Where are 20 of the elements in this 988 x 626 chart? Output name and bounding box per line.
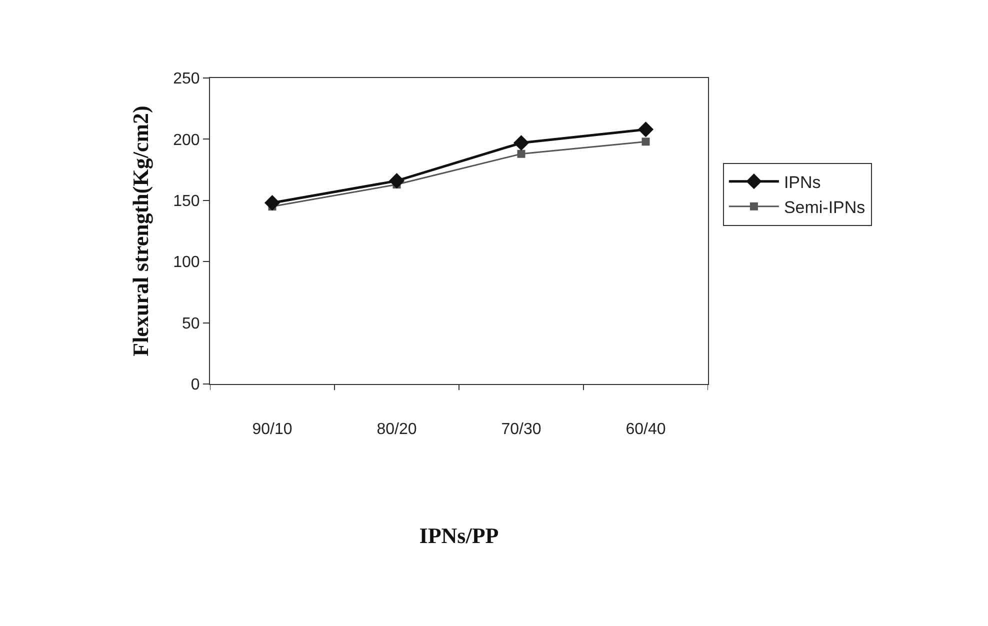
y-tick-label: 50 bbox=[182, 315, 200, 332]
point bbox=[638, 122, 654, 138]
y-tick-label: 100 bbox=[173, 254, 200, 272]
point bbox=[388, 173, 405, 189]
x-axis-title: IPNs/PP bbox=[419, 523, 499, 548]
point bbox=[642, 138, 650, 146]
x-tick-label: 90/10 bbox=[252, 421, 292, 438]
legend-label: Semi-IPNs bbox=[784, 198, 866, 218]
x-tick-label: 60/40 bbox=[626, 421, 666, 438]
x-tick-label: 70/30 bbox=[501, 421, 542, 438]
legend-label: IPNs bbox=[784, 172, 821, 192]
x-tick-label: 80/20 bbox=[376, 421, 417, 438]
y-tick-label: 0 bbox=[190, 376, 200, 394]
point bbox=[513, 135, 530, 151]
y-tick-label: 250 bbox=[173, 70, 200, 88]
y-tick-label: 200 bbox=[173, 132, 200, 149]
point bbox=[264, 195, 280, 211]
y-axis-title: Flexural strength(Kg/cm2) bbox=[128, 106, 153, 356]
point bbox=[517, 150, 526, 158]
y-tick-label: 150 bbox=[173, 193, 200, 210]
